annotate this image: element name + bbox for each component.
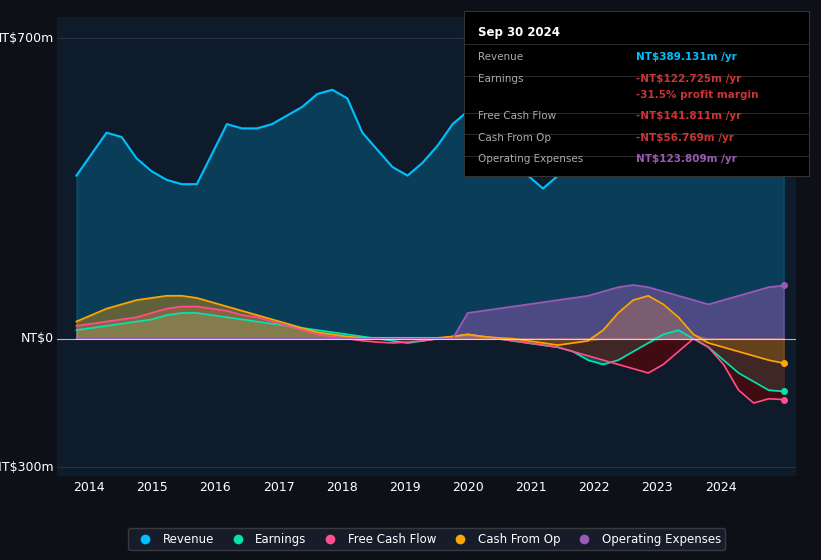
Text: NT$700m: NT$700m [0,32,54,45]
Text: NT$123.809m /yr: NT$123.809m /yr [636,154,737,164]
Text: -31.5% profit margin: -31.5% profit margin [636,90,759,100]
Text: NT$0: NT$0 [21,332,54,345]
Legend: Revenue, Earnings, Free Cash Flow, Cash From Op, Operating Expenses: Revenue, Earnings, Free Cash Flow, Cash … [128,528,726,550]
Text: -NT$122.725m /yr: -NT$122.725m /yr [636,74,741,84]
Text: -NT$141.811m /yr: -NT$141.811m /yr [636,111,741,121]
Text: -NT$56.769m /yr: -NT$56.769m /yr [636,133,734,143]
Text: -NT$300m: -NT$300m [0,461,54,474]
Text: NT$389.131m /yr: NT$389.131m /yr [636,53,737,63]
Text: Operating Expenses: Operating Expenses [478,154,583,164]
Text: Earnings: Earnings [478,74,523,84]
Text: Cash From Op: Cash From Op [478,133,551,143]
Text: Sep 30 2024: Sep 30 2024 [478,26,560,39]
Text: Revenue: Revenue [478,53,523,63]
Text: Free Cash Flow: Free Cash Flow [478,111,556,121]
